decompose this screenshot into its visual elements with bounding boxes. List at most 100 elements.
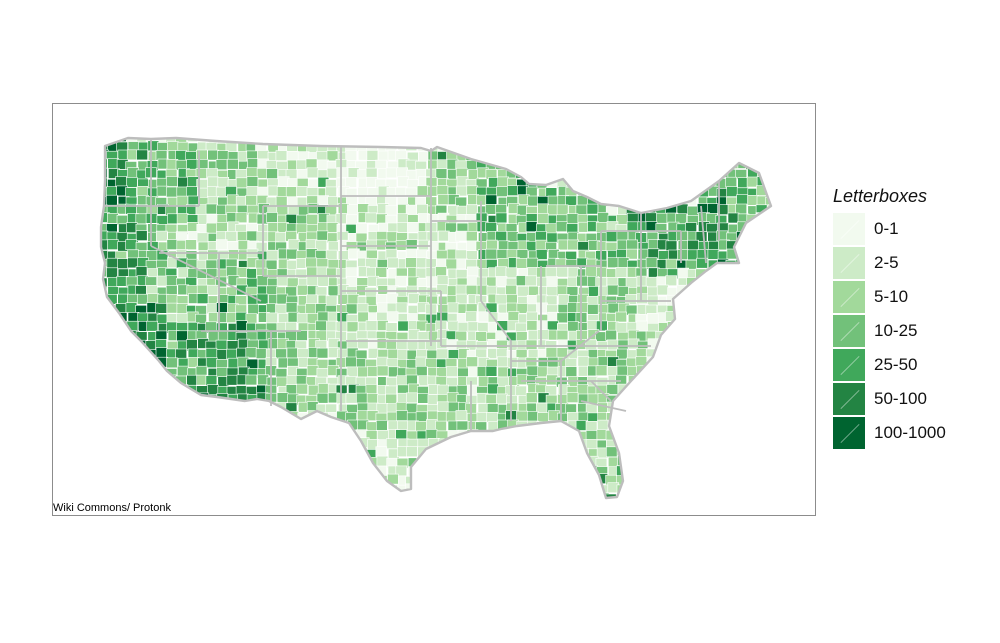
county — [126, 464, 138, 476]
county — [708, 312, 720, 323]
county — [147, 428, 159, 440]
county — [477, 491, 490, 498]
county — [166, 475, 179, 487]
county — [137, 475, 150, 487]
county — [505, 483, 518, 494]
county — [565, 140, 578, 152]
county — [136, 186, 149, 197]
county — [508, 448, 520, 460]
county — [275, 419, 287, 431]
county — [417, 492, 430, 498]
county — [757, 375, 769, 387]
county — [476, 430, 489, 442]
county — [457, 438, 470, 450]
county — [275, 493, 288, 498]
county — [228, 421, 240, 433]
county — [395, 275, 407, 287]
county — [718, 149, 730, 161]
county — [456, 482, 469, 494]
county — [258, 404, 270, 415]
county — [565, 484, 578, 495]
county — [101, 465, 109, 476]
county — [206, 440, 219, 451]
county — [101, 411, 110, 422]
county — [687, 293, 699, 305]
county — [695, 293, 708, 305]
county — [335, 439, 348, 451]
county — [177, 410, 189, 421]
county — [257, 465, 269, 477]
county — [756, 393, 769, 405]
county — [747, 392, 760, 404]
county — [536, 276, 549, 288]
county — [725, 410, 738, 421]
county — [615, 150, 628, 162]
county — [156, 475, 168, 487]
county — [507, 185, 519, 196]
county — [756, 464, 769, 476]
county — [716, 437, 729, 448]
county — [767, 493, 771, 498]
county — [196, 411, 208, 423]
county — [747, 347, 760, 359]
county — [406, 446, 418, 458]
county — [101, 419, 109, 430]
county — [738, 138, 750, 145]
county — [647, 421, 660, 433]
county — [707, 430, 720, 442]
county — [317, 383, 330, 394]
county — [716, 429, 729, 441]
county — [315, 446, 328, 458]
county — [557, 448, 569, 460]
county — [475, 475, 488, 487]
county — [546, 438, 559, 449]
county — [596, 143, 609, 154]
county — [477, 457, 489, 469]
county — [306, 214, 318, 225]
county — [766, 140, 771, 152]
county — [666, 138, 678, 144]
county — [245, 347, 258, 358]
county — [127, 456, 140, 468]
county — [556, 475, 569, 487]
county — [627, 185, 639, 197]
county — [247, 485, 259, 496]
county — [576, 302, 589, 313]
county — [186, 158, 198, 170]
county — [585, 158, 598, 170]
county — [305, 455, 318, 467]
county — [447, 302, 460, 314]
county — [616, 185, 629, 196]
county — [657, 168, 670, 179]
county — [345, 392, 358, 404]
county — [136, 357, 149, 369]
county — [266, 312, 278, 324]
county — [706, 158, 719, 170]
county — [538, 437, 550, 448]
county — [485, 248, 498, 260]
county — [101, 312, 110, 324]
county — [306, 365, 319, 376]
county — [296, 186, 308, 197]
county — [495, 186, 508, 197]
county — [717, 284, 730, 296]
county — [737, 356, 749, 368]
county — [537, 138, 549, 144]
county — [676, 295, 688, 306]
county — [738, 329, 750, 341]
county — [647, 185, 660, 197]
county — [596, 176, 609, 188]
county — [315, 494, 328, 498]
county — [725, 331, 738, 342]
county — [147, 403, 160, 414]
county — [767, 248, 771, 260]
county — [745, 286, 758, 297]
county — [445, 464, 458, 475]
county — [655, 437, 667, 449]
county — [107, 330, 120, 342]
county — [287, 464, 300, 476]
county — [506, 159, 519, 171]
county — [648, 160, 660, 172]
county — [686, 464, 699, 476]
county — [768, 482, 771, 494]
